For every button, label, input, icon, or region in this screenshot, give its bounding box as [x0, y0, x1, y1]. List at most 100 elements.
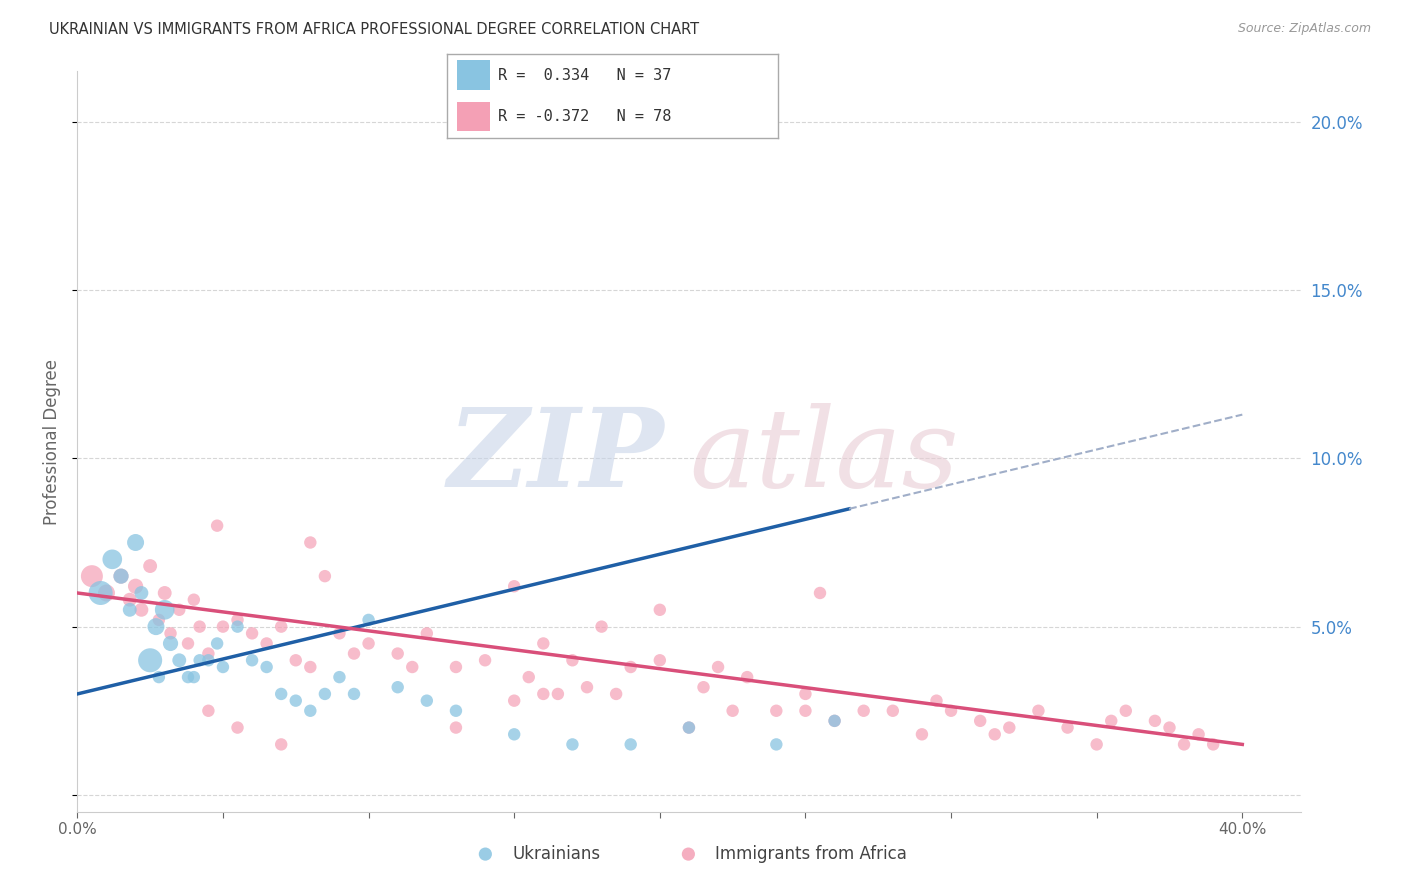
- Point: [1115, 704, 1137, 718]
- Point: [444, 660, 467, 674]
- Point: [911, 727, 934, 741]
- Text: UKRAINIAN VS IMMIGRANTS FROM AFRICA PROFESSIONAL DEGREE CORRELATION CHART: UKRAINIAN VS IMMIGRANTS FROM AFRICA PROF…: [49, 22, 699, 37]
- Point: [852, 704, 875, 718]
- Y-axis label: Professional Degree: Professional Degree: [42, 359, 60, 524]
- Point: [707, 660, 730, 674]
- Point: [270, 687, 292, 701]
- Point: [197, 647, 219, 661]
- Point: [145, 619, 167, 633]
- Point: [183, 670, 205, 684]
- Point: [474, 847, 496, 862]
- Point: [90, 586, 112, 600]
- Point: [387, 647, 409, 661]
- Point: [1188, 727, 1211, 741]
- Point: [765, 738, 787, 752]
- Point: [998, 721, 1021, 735]
- Point: [503, 727, 526, 741]
- Point: [824, 714, 846, 728]
- Point: [139, 559, 162, 574]
- Point: [328, 626, 350, 640]
- Point: [357, 613, 380, 627]
- Point: [256, 636, 278, 650]
- Point: [444, 721, 467, 735]
- Point: [561, 653, 583, 667]
- Point: [124, 535, 146, 549]
- Point: [169, 603, 191, 617]
- Point: [444, 704, 467, 718]
- Point: [531, 687, 554, 701]
- Point: [794, 687, 817, 701]
- Text: atlas: atlas: [689, 402, 959, 510]
- Point: [605, 687, 627, 701]
- Text: ZIP: ZIP: [449, 402, 665, 510]
- Point: [648, 653, 671, 667]
- Point: [692, 680, 714, 694]
- Point: [226, 613, 249, 627]
- Point: [110, 569, 132, 583]
- Point: [148, 613, 170, 627]
- Text: Immigrants from Africa: Immigrants from Africa: [716, 845, 907, 863]
- Point: [561, 738, 583, 752]
- Point: [188, 619, 211, 633]
- Point: [118, 592, 141, 607]
- Point: [131, 586, 153, 600]
- Point: [343, 687, 366, 701]
- Point: [197, 653, 219, 667]
- Point: [177, 636, 200, 650]
- Point: [299, 704, 322, 718]
- Point: [416, 626, 439, 640]
- Point: [620, 738, 643, 752]
- Text: Ukrainians: Ukrainians: [512, 845, 600, 863]
- Point: [1085, 738, 1108, 752]
- Point: [387, 680, 409, 694]
- Point: [197, 704, 219, 718]
- Point: [110, 569, 132, 583]
- Point: [808, 586, 831, 600]
- Point: [118, 603, 141, 617]
- Point: [1099, 714, 1122, 728]
- Point: [80, 569, 103, 583]
- Point: [159, 626, 181, 640]
- Point: [503, 579, 526, 593]
- Point: [517, 670, 540, 684]
- Point: [284, 694, 307, 708]
- Point: [648, 603, 671, 617]
- Point: [153, 603, 176, 617]
- Point: [735, 670, 758, 684]
- Point: [314, 569, 336, 583]
- Point: [299, 660, 322, 674]
- Point: [765, 704, 787, 718]
- Point: [299, 535, 322, 549]
- Point: [205, 518, 228, 533]
- Point: [314, 687, 336, 701]
- Point: [925, 694, 948, 708]
- Bar: [457, 102, 491, 131]
- Point: [591, 619, 613, 633]
- Point: [226, 721, 249, 735]
- Point: [270, 619, 292, 633]
- Point: [678, 847, 700, 862]
- Point: [101, 552, 124, 566]
- Point: [503, 694, 526, 708]
- Point: [678, 721, 700, 735]
- Point: [939, 704, 962, 718]
- Point: [794, 704, 817, 718]
- Point: [1173, 738, 1195, 752]
- Point: [984, 727, 1007, 741]
- Point: [401, 660, 423, 674]
- Text: Source: ZipAtlas.com: Source: ZipAtlas.com: [1237, 22, 1371, 36]
- Point: [474, 653, 496, 667]
- Point: [205, 636, 228, 650]
- Point: [124, 579, 146, 593]
- Point: [153, 586, 176, 600]
- Point: [212, 619, 235, 633]
- Point: [721, 704, 744, 718]
- Bar: [457, 61, 491, 90]
- Point: [159, 636, 181, 650]
- Point: [882, 704, 904, 718]
- Point: [212, 660, 235, 674]
- Point: [177, 670, 200, 684]
- Point: [270, 738, 292, 752]
- Point: [1056, 721, 1078, 735]
- Point: [357, 636, 380, 650]
